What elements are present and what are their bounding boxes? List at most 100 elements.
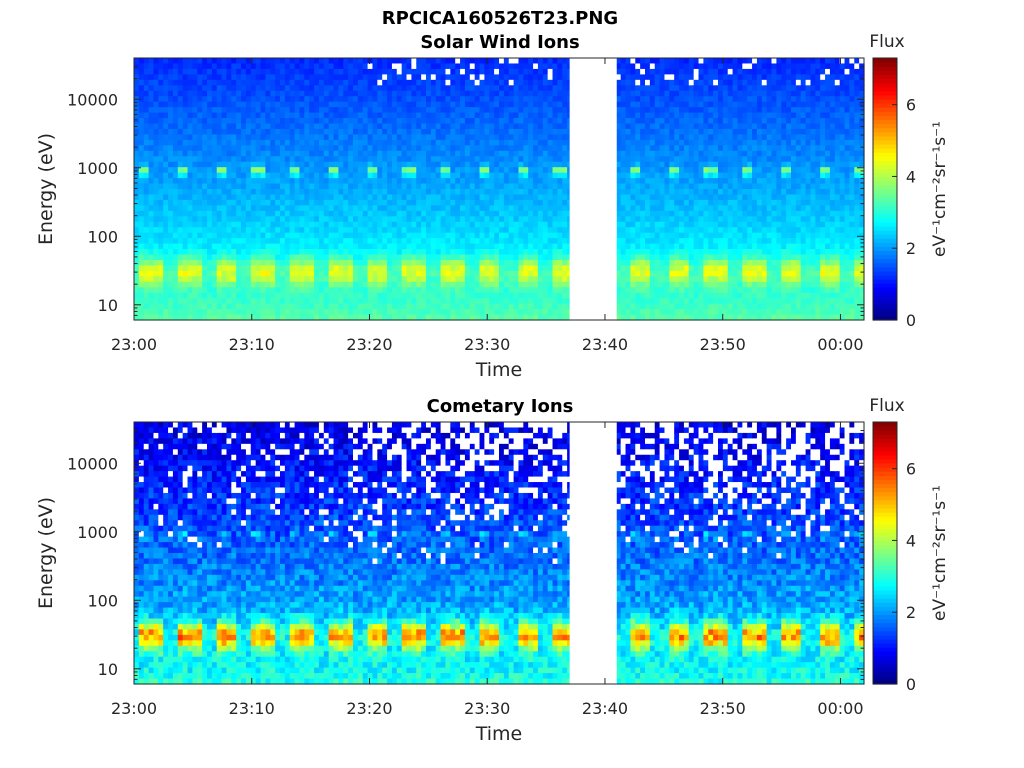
spectrogram-cell (503, 96, 510, 103)
spectrogram-cell (294, 134, 301, 141)
spectrogram-cell (221, 101, 228, 108)
spectrogram-cell (323, 194, 330, 201)
spectrogram-cell (503, 254, 510, 261)
spectrogram-cell (377, 265, 383, 272)
spectrogram-cell (562, 249, 568, 256)
spectrogram-cell (542, 68, 549, 75)
spectrogram-cell (231, 156, 237, 163)
spectrogram-cell (163, 216, 169, 223)
spectrogram-cell (323, 298, 330, 305)
spectrogram-cell (460, 216, 466, 223)
spectrogram-cell (391, 238, 398, 245)
spectrogram-cell (474, 243, 481, 250)
spectrogram-cell (299, 309, 305, 316)
spectrogram-cell (284, 287, 291, 294)
spectrogram-cell (182, 276, 189, 283)
spectrogram-cell (489, 101, 495, 108)
spectrogram-cell (396, 216, 403, 223)
spectrogram-cell (197, 303, 203, 310)
spectrogram-cell (537, 221, 544, 228)
spectrogram-cell (236, 101, 242, 108)
spectrogram-cell (426, 101, 432, 108)
spectrogram-cell (508, 303, 515, 310)
spectrogram-cell (216, 85, 223, 92)
spectrogram-cell (216, 58, 223, 65)
spectrogram-cell (411, 216, 417, 223)
spectrogram-cell (635, 265, 641, 272)
spectrogram-cell (523, 270, 529, 277)
spectrogram-cell (153, 63, 159, 70)
spectrogram-cell (411, 90, 417, 97)
spectrogram-cell (406, 199, 412, 206)
spectrogram-cell (528, 74, 534, 81)
spectrogram-cell (343, 156, 349, 163)
spectrogram-cell (450, 139, 456, 146)
spectrogram-cell (635, 167, 641, 174)
spectrogram-cell (309, 259, 315, 267)
spectrogram-cell (479, 79, 485, 86)
spectrogram-cell (153, 90, 159, 97)
spectrogram-cell (508, 309, 515, 316)
spectrogram-cell (153, 145, 159, 152)
spectrogram-cell (460, 161, 466, 168)
spectrogram-cell (221, 172, 228, 179)
spectrogram-cell (318, 189, 325, 196)
spectrogram-cell (552, 139, 558, 146)
spectrogram-cell (620, 259, 627, 267)
spectrogram-cell (620, 309, 627, 316)
spectrogram-cell (134, 90, 140, 97)
spectrogram-cell (138, 90, 145, 97)
spectrogram-cell (484, 194, 490, 201)
spectrogram-cell (328, 232, 335, 239)
spectrogram-cell (275, 161, 281, 168)
spectrogram-cell (513, 189, 520, 196)
spectrogram-cell (455, 254, 461, 261)
spectrogram-cell (533, 276, 539, 283)
spectrogram-cell (202, 58, 208, 65)
spectrogram-cell (207, 205, 213, 212)
spectrogram-cell (484, 150, 490, 157)
spectrogram-cell (513, 270, 520, 277)
spectrogram-cell (382, 232, 388, 239)
spectrogram-cell (187, 79, 193, 86)
spectrogram-cell (445, 298, 451, 305)
spectrogram-cell (630, 270, 636, 277)
spectrogram-cell (270, 259, 276, 267)
spectrogram-cell (163, 210, 169, 217)
spectrogram-cell (192, 238, 198, 245)
spectrogram-cell (211, 314, 218, 321)
spectrogram-cell (343, 112, 349, 119)
spectrogram-cell (216, 139, 223, 146)
spectrogram-cell (168, 265, 174, 272)
spectrogram-cell (138, 281, 145, 288)
spectrogram-cell (260, 150, 266, 157)
spectrogram-cell (479, 101, 485, 108)
spectrogram-cell (172, 298, 179, 305)
spectrogram-cell (158, 238, 164, 245)
spectrogram-cell (401, 265, 408, 272)
spectrogram-cell (187, 287, 193, 294)
spectrogram-cell (533, 150, 539, 157)
spectrogram-cell (143, 123, 150, 130)
spectrogram-cell (153, 183, 159, 190)
spectrogram-cell (479, 309, 485, 316)
spectrogram-cell (289, 189, 296, 196)
spectrogram-cell (625, 227, 631, 234)
spectrogram-cell (221, 90, 228, 97)
spectrogram-cell (294, 85, 301, 92)
spectrogram-cell (469, 90, 476, 97)
spectrogram-cell (552, 68, 558, 75)
spectrogram-cell (143, 58, 150, 65)
spectrogram-cell (499, 118, 505, 125)
spectrogram-cell (528, 161, 534, 168)
spectrogram-cell (143, 156, 150, 163)
spectrogram-cell (241, 287, 247, 294)
spectrogram-cell (153, 314, 159, 321)
spectrogram-cell (250, 107, 257, 114)
spectrogram-cell (533, 303, 539, 310)
spectrogram-cell (168, 270, 174, 277)
spectrogram-cell (411, 298, 417, 305)
spectrogram-cell (528, 287, 534, 294)
spectrogram-cell (557, 227, 563, 234)
